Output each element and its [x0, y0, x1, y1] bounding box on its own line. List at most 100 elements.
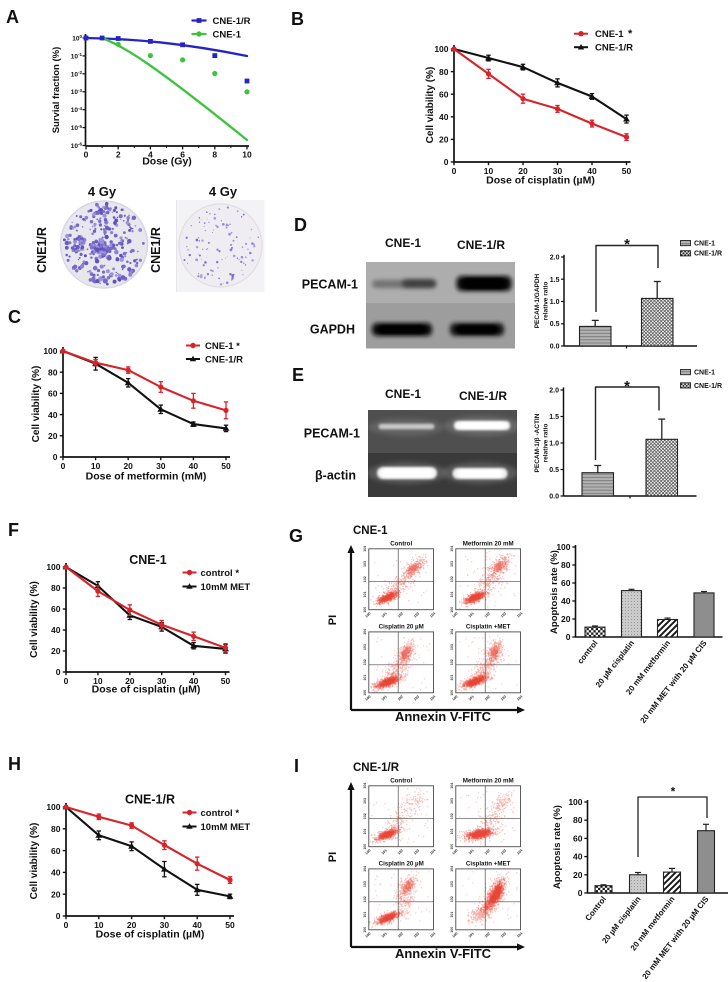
svg-text:80: 80: [573, 815, 583, 825]
svg-text:20: 20: [518, 166, 528, 176]
svg-text:0.5: 0.5: [550, 321, 560, 328]
svg-text:101: 101: [450, 912, 454, 918]
svg-text:0: 0: [64, 920, 69, 930]
svg-text:20: 20: [439, 135, 449, 145]
svg-text:101: 101: [450, 675, 454, 681]
svg-text:80: 80: [51, 824, 61, 834]
svg-text:CNE-1/R: CNE-1/R: [459, 389, 507, 403]
svg-text:control *: control *: [201, 568, 240, 579]
svg-text:103: 103: [413, 611, 420, 618]
svg-text:103: 103: [363, 881, 367, 887]
svg-text:100: 100: [46, 802, 60, 812]
svg-text:Dose of cisplatin (µM): Dose of cisplatin (µM): [92, 684, 201, 696]
svg-text:104: 104: [429, 848, 436, 855]
svg-text:PI: PI: [327, 615, 339, 625]
svg-text:*: *: [628, 28, 633, 40]
svg-text:Apoptosis rate (%): Apoptosis rate (%): [552, 805, 563, 889]
svg-text:100: 100: [363, 607, 367, 613]
svg-text:CNE1/R: CNE1/R: [149, 227, 163, 273]
svg-text:102: 102: [484, 695, 491, 702]
svg-text:103: 103: [413, 848, 420, 855]
svg-text:Dose (Gy): Dose (Gy): [142, 156, 192, 168]
svg-text:104: 104: [363, 866, 367, 872]
svg-text:G: G: [289, 526, 303, 546]
svg-text:Annexin V-FITC: Annexin V-FITC: [395, 946, 492, 961]
svg-text:0: 0: [64, 676, 69, 686]
svg-text:20: 20: [561, 614, 571, 624]
svg-text:0: 0: [452, 166, 457, 176]
svg-text:102: 102: [450, 659, 454, 665]
svg-text:104: 104: [363, 783, 367, 789]
svg-text:CNE-1: CNE-1: [694, 241, 715, 248]
svg-text:103: 103: [500, 848, 507, 855]
svg-text:102: 102: [484, 611, 491, 618]
svg-text:101: 101: [468, 848, 475, 855]
svg-text:E: E: [292, 365, 304, 385]
svg-text:30: 30: [553, 166, 563, 176]
svg-text:10: 10: [91, 461, 101, 471]
svg-text:100: 100: [452, 848, 459, 855]
svg-text:Cell viability (%): Cell viability (%): [29, 581, 40, 658]
svg-text:101: 101: [381, 932, 388, 939]
svg-text:40: 40: [189, 676, 199, 686]
svg-text:CNE-1/R: CNE-1/R: [457, 238, 505, 252]
svg-text:20: 20: [51, 889, 61, 899]
svg-text:80: 80: [51, 583, 61, 593]
svg-text:CNE-1: CNE-1: [595, 29, 624, 40]
svg-text:104: 104: [516, 695, 523, 702]
svg-text:10: 10: [242, 150, 252, 160]
svg-text:30: 30: [157, 676, 167, 686]
svg-text:100: 100: [363, 844, 367, 850]
svg-text:102: 102: [363, 659, 367, 665]
svg-text:Dose of cisplatin (µM): Dose of cisplatin (µM): [486, 175, 595, 187]
svg-text:CNE-1: CNE-1: [213, 30, 242, 41]
svg-text:1.5: 1.5: [549, 414, 559, 421]
svg-text:10-1: 10-1: [71, 52, 83, 60]
svg-text:1.5: 1.5: [550, 277, 560, 284]
svg-text:20: 20: [48, 431, 58, 441]
svg-text:30: 30: [160, 920, 170, 930]
svg-text:104: 104: [429, 611, 436, 618]
svg-text:103: 103: [413, 695, 420, 702]
svg-text:100: 100: [450, 690, 454, 696]
svg-text:0: 0: [84, 150, 89, 160]
svg-text:104: 104: [363, 629, 367, 635]
svg-text:101: 101: [381, 695, 388, 702]
svg-text:101: 101: [450, 829, 454, 835]
svg-text:0: 0: [578, 888, 583, 898]
svg-text:control *: control *: [201, 808, 240, 819]
svg-text:100: 100: [72, 34, 82, 42]
svg-text:CNE-1/R: CNE-1/R: [205, 355, 243, 366]
svg-text:1.0: 1.0: [549, 441, 559, 448]
svg-text:100: 100: [452, 611, 459, 618]
svg-text:Dose of metformin (mM): Dose of metformin (mM): [86, 471, 207, 483]
svg-text:GAPDH: GAPDH: [310, 323, 355, 337]
svg-text:103: 103: [500, 932, 507, 939]
svg-text:Cell viability (%): Cell viability (%): [31, 366, 42, 443]
svg-text:CNE-1: CNE-1: [385, 236, 421, 250]
svg-text:CNE-1: CNE-1: [385, 387, 421, 401]
svg-text:relative ratio: relative ratio: [543, 424, 550, 463]
svg-text:101: 101: [468, 932, 475, 939]
svg-text:Control: Control: [390, 541, 412, 548]
svg-text:100: 100: [556, 542, 570, 552]
svg-text:80: 80: [48, 367, 58, 377]
svg-text:B: B: [291, 9, 304, 29]
svg-text:103: 103: [500, 695, 507, 702]
svg-text:CNE-1: CNE-1: [694, 370, 715, 377]
svg-text:4: 4: [148, 150, 153, 160]
svg-text:*: *: [671, 785, 676, 799]
svg-text:PECAM-1/GAPDH: PECAM-1/GAPDH: [534, 273, 541, 328]
svg-text:102: 102: [450, 813, 454, 819]
svg-text:β-actin: β-actin: [315, 469, 356, 483]
svg-text:10-6: 10-6: [71, 142, 83, 150]
svg-text:104: 104: [516, 932, 523, 939]
svg-text:Cell viability (%): Cell viability (%): [29, 823, 40, 900]
svg-text:Annexin V-FITC: Annexin V-FITC: [395, 709, 492, 724]
svg-text:*: *: [624, 378, 630, 395]
svg-text:100: 100: [363, 927, 367, 933]
svg-text:101: 101: [363, 912, 367, 918]
svg-text:50: 50: [221, 461, 231, 471]
svg-text:100: 100: [568, 797, 582, 807]
svg-text:PECAM-1: PECAM-1: [304, 427, 360, 441]
